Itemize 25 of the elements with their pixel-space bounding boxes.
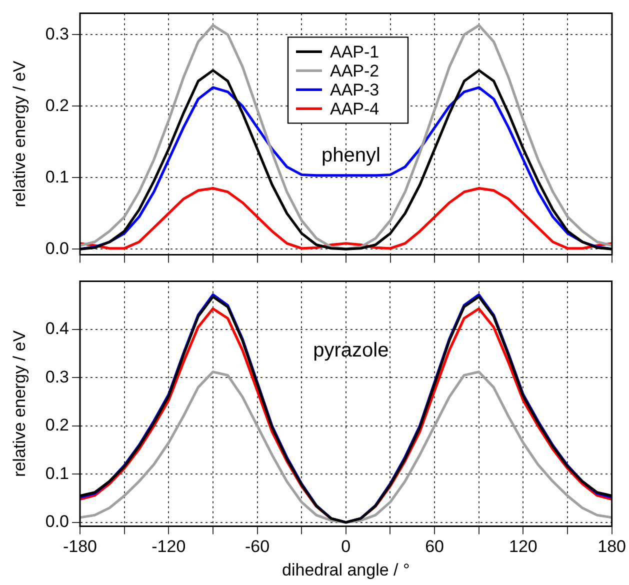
x-tick-label: -120 bbox=[152, 537, 186, 556]
x-tick-label: 120 bbox=[508, 537, 538, 556]
legend-label: AAP-4 bbox=[330, 99, 380, 118]
annotation: phenyl bbox=[322, 144, 380, 166]
x-tick-label: -180 bbox=[62, 537, 98, 556]
y-tick-label: 0.3 bbox=[45, 24, 69, 44]
legend-label: AAP-1 bbox=[330, 42, 380, 62]
x-tick-label: -60 bbox=[244, 537, 270, 556]
y-tick-label: 0.1 bbox=[45, 464, 69, 483]
legend-label: AAP-3 bbox=[330, 80, 380, 100]
x-tick-label: 0 bbox=[341, 537, 351, 556]
y-tick-label: 0.2 bbox=[45, 416, 69, 435]
y-tick-label: 0.2 bbox=[45, 96, 69, 115]
x-axis-title: dihedral angle / ° bbox=[282, 560, 410, 580]
y-tick-label: 0.4 bbox=[45, 319, 69, 338]
y-tick-label: 0.3 bbox=[45, 367, 69, 386]
y-tick-label: 0.0 bbox=[45, 512, 69, 532]
legend-label: AAP-2 bbox=[330, 61, 380, 80]
y-tick-label: 0.1 bbox=[45, 167, 69, 186]
y-axis-title: relative energy / eV bbox=[10, 330, 29, 477]
x-tick-label: 180 bbox=[598, 537, 626, 556]
annotation: pyrazole bbox=[313, 340, 389, 362]
y-tick-label: 0.0 bbox=[45, 238, 69, 258]
x-tick-label: 60 bbox=[425, 537, 444, 556]
y-axis-title: relative energy / eV bbox=[10, 60, 29, 208]
